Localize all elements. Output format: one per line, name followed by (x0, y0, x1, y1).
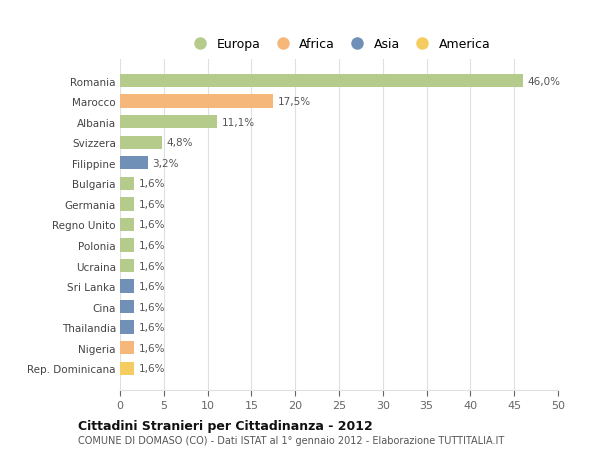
Text: Cittadini Stranieri per Cittadinanza - 2012: Cittadini Stranieri per Cittadinanza - 2… (78, 419, 373, 432)
Bar (120, 136, 162, 150)
Text: 11,1%: 11,1% (221, 118, 255, 127)
Text: 46,0%: 46,0% (527, 76, 560, 86)
Bar (120, 75, 523, 88)
Text: 1,6%: 1,6% (139, 302, 165, 312)
Text: 1,6%: 1,6% (139, 220, 165, 230)
Text: 3,2%: 3,2% (152, 158, 179, 168)
Bar (120, 218, 134, 232)
Bar (120, 95, 273, 108)
Bar (120, 300, 134, 313)
Text: 1,6%: 1,6% (139, 261, 165, 271)
Text: COMUNE DI DOMASO (CO) - Dati ISTAT al 1° gennaio 2012 - Elaborazione TUTTITALIA.: COMUNE DI DOMASO (CO) - Dati ISTAT al 1°… (78, 435, 504, 445)
Bar (120, 321, 134, 334)
Bar (120, 239, 134, 252)
Bar (120, 116, 217, 129)
Text: 1,6%: 1,6% (139, 323, 165, 332)
Bar (120, 362, 134, 375)
Text: 4,8%: 4,8% (166, 138, 193, 148)
Bar (120, 280, 134, 293)
Text: 1,6%: 1,6% (139, 179, 165, 189)
Bar (120, 198, 134, 211)
Text: 1,6%: 1,6% (139, 343, 165, 353)
Text: 1,6%: 1,6% (139, 199, 165, 209)
Text: 1,6%: 1,6% (139, 364, 165, 374)
Text: 17,5%: 17,5% (278, 97, 311, 107)
Text: 1,6%: 1,6% (139, 281, 165, 291)
Legend: Europa, Africa, Asia, America: Europa, Africa, Asia, America (182, 33, 496, 56)
Bar (120, 259, 134, 273)
Bar (120, 157, 148, 170)
Bar (120, 177, 134, 190)
Text: 1,6%: 1,6% (139, 241, 165, 251)
Bar (120, 341, 134, 355)
